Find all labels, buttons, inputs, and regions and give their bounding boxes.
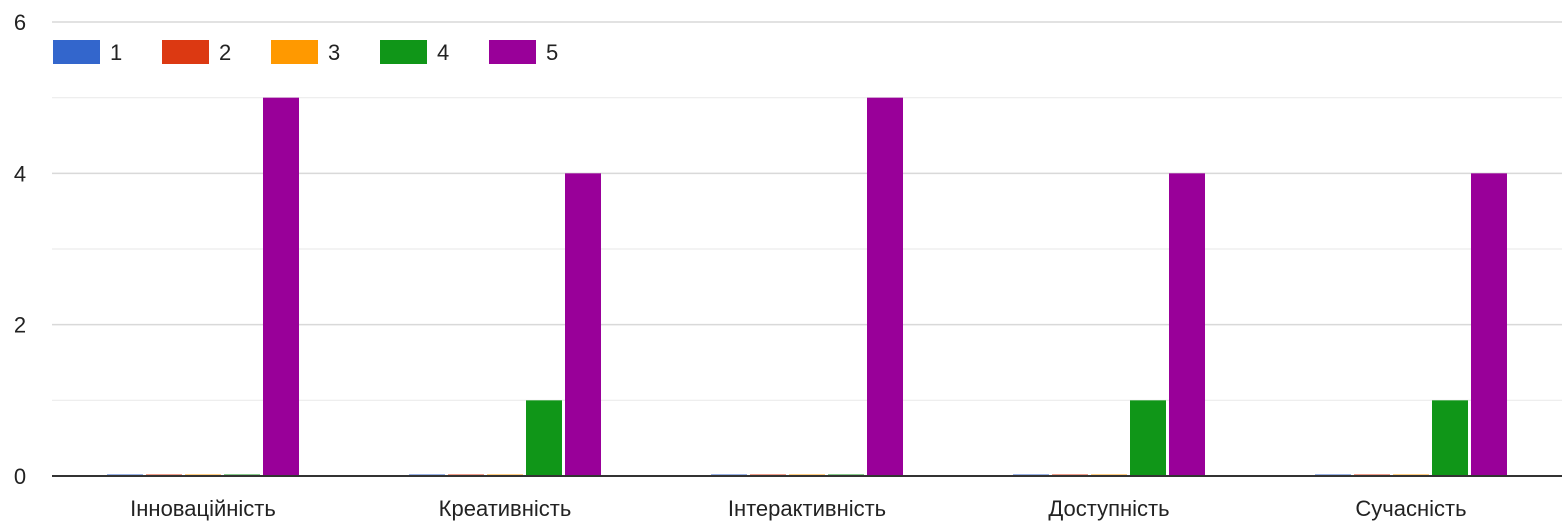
y-tick-label: 0	[14, 464, 26, 489]
bar-5-2	[867, 97, 903, 477]
bar-5-1	[565, 173, 601, 477]
x-category-label: Сучасність	[1355, 496, 1466, 521]
bar-4-1	[526, 400, 562, 476]
y-tick-label: 4	[14, 161, 26, 186]
legend-swatch-2	[162, 40, 209, 64]
legend-swatch-5	[489, 40, 536, 64]
legend-label-1: 1	[110, 40, 122, 65]
legend: 1 2 3 4 5	[53, 40, 558, 65]
x-axis-category-labels: Інноваційність Креативність Інтерактивніст…	[130, 496, 1466, 521]
bar-4-4	[1432, 400, 1468, 476]
legend-swatch-4	[380, 40, 427, 64]
x-category-label: Креативність	[439, 496, 572, 521]
legend-label-4: 4	[437, 40, 449, 65]
bar-5-3	[1169, 173, 1205, 477]
y-tick-label: 2	[14, 313, 26, 338]
bars	[52, 97, 1562, 477]
x-category-label: Інтерактивність	[728, 496, 886, 521]
legend-swatch-1	[53, 40, 100, 64]
x-category-label: Доступність	[1048, 496, 1169, 521]
bar-5-4	[1471, 173, 1507, 477]
bar-5-0	[263, 97, 299, 477]
x-category-label: Інноваційність	[130, 496, 276, 521]
y-tick-label: 6	[14, 10, 26, 35]
legend-label-3: 3	[328, 40, 340, 65]
legend-swatch-3	[271, 40, 318, 64]
legend-label-5: 5	[546, 40, 558, 65]
legend-label-2: 2	[219, 40, 231, 65]
y-axis-tick-labels: 0 2 4 6	[14, 10, 26, 489]
bar-4-3	[1130, 400, 1166, 476]
gridlines	[52, 21, 1562, 401]
